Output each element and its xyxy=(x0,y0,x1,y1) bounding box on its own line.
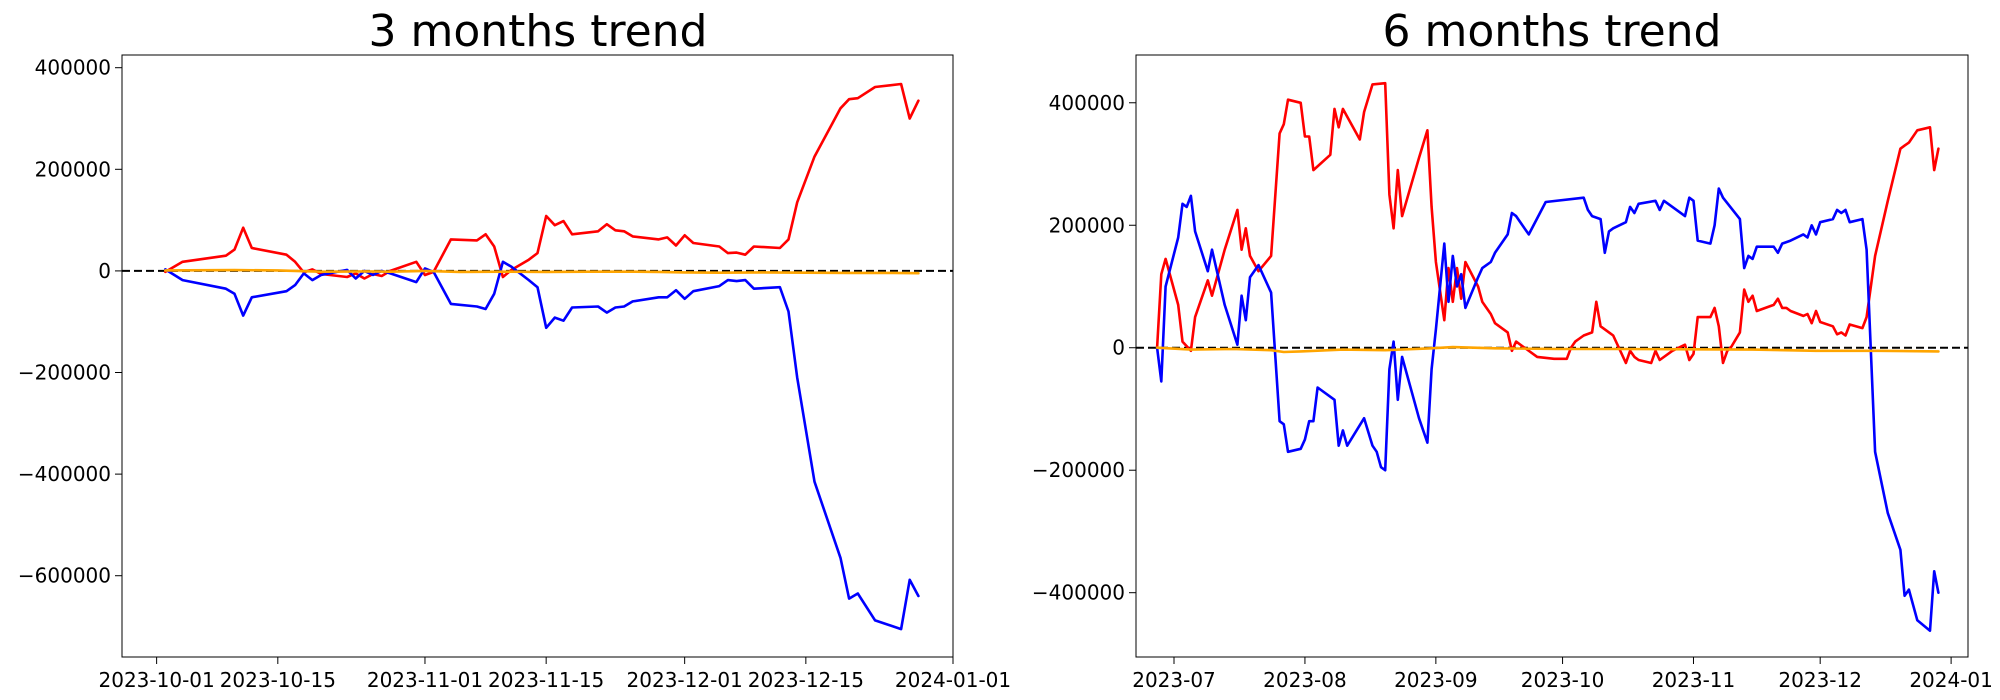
y-tick-label: −600000 xyxy=(18,564,111,588)
y-tick-label: 200000 xyxy=(35,157,111,181)
red-series-line xyxy=(1155,81,1940,365)
orange-series-line xyxy=(1155,345,1940,354)
chart-title: 3 months trend xyxy=(369,6,708,57)
x-tick-label: 2023-09 xyxy=(1394,668,1478,692)
y-tick-label: −200000 xyxy=(18,361,111,385)
x-tick-label: 2024-01-01 xyxy=(895,668,1011,692)
y-tick-label: −400000 xyxy=(1032,581,1125,605)
x-tick-label: 2023-11-01 xyxy=(367,668,483,692)
x-tick-label: 2023-12 xyxy=(1778,668,1862,692)
plot-area-frame xyxy=(1135,54,1969,658)
blue-series-line xyxy=(1155,187,1940,633)
x-tick-label: 2023-11-15 xyxy=(488,668,604,692)
y-tick-label: 400000 xyxy=(1049,91,1125,115)
x-tick-label: 2023-11 xyxy=(1652,668,1736,692)
y-tick-label: −200000 xyxy=(1032,458,1125,482)
y-tick-label: 400000 xyxy=(35,56,111,80)
x-tick-label: 2023-10 xyxy=(1521,668,1605,692)
y-tick-label: 0 xyxy=(98,259,111,283)
x-tick-label: 2024-01 xyxy=(1909,668,1993,692)
orange-series-line xyxy=(164,268,920,275)
red-series-line xyxy=(164,82,920,280)
y-tick-label: 200000 xyxy=(1049,213,1125,237)
plot-area-frame xyxy=(121,54,954,658)
x-tick-label: 2023-12-01 xyxy=(627,668,743,692)
y-tick-label: 0 xyxy=(1112,336,1125,360)
chart-6-months: 6 months trend −400000 −200000 0 200000 4000… xyxy=(1032,6,1993,692)
blue-series-line xyxy=(164,260,920,631)
x-tick-label: 2023-12-15 xyxy=(748,668,864,692)
chart-title: 6 months trend xyxy=(1383,6,1722,57)
x-tick-label: 2023-10-15 xyxy=(220,668,336,692)
x-tick-label: 2023-08 xyxy=(1263,668,1347,692)
chart-3-months: 3 months trend −600000 −400000 −200000 0 200… xyxy=(18,6,1011,692)
x-tick-label: 2023-10-01 xyxy=(99,668,215,692)
x-tick-label: 2023-07 xyxy=(1132,668,1216,692)
y-tick-label: −400000 xyxy=(18,462,111,486)
